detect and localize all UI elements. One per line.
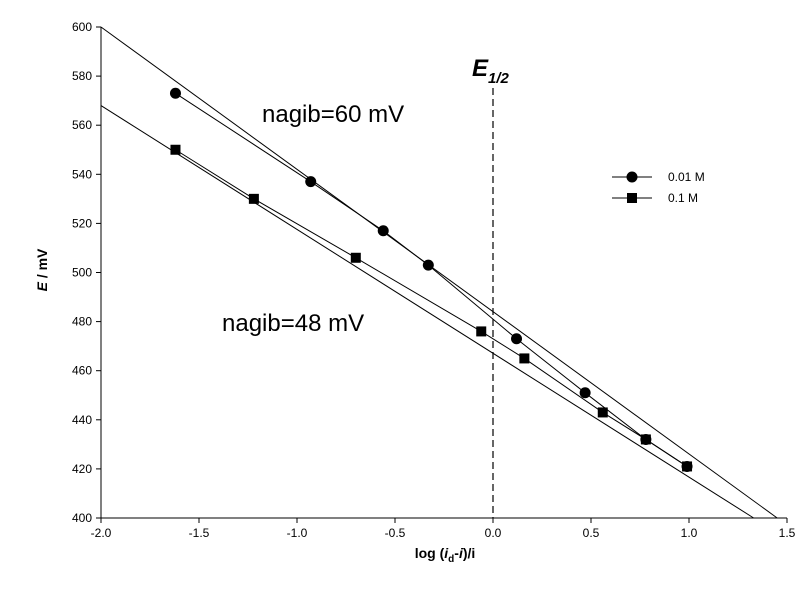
y-tick-label: 460 xyxy=(72,364,92,378)
legend-label-1: 0.01 M xyxy=(668,170,705,184)
plot-axes: 400 420 440 460 480 500 520 540 560 580 600 -2.0 -1.… xyxy=(72,20,796,540)
y-tick-label: 480 xyxy=(72,315,92,329)
legend: 0.01 M 0.1 M xyxy=(612,170,705,205)
fit-line-2 xyxy=(100,105,754,519)
data-point-series-2 xyxy=(350,252,361,263)
y-tick-label: 600 xyxy=(72,20,92,34)
data-point-series-2 xyxy=(248,193,259,204)
x-tick-label: 1.5 xyxy=(779,526,796,540)
series-line-2 xyxy=(175,149,688,467)
data-point-series-2 xyxy=(640,434,651,445)
x-tick-label: -2.0 xyxy=(91,526,112,540)
series-line-1 xyxy=(175,92,688,467)
data-point-series-1 xyxy=(305,176,317,188)
y-tick-label: 520 xyxy=(72,216,92,230)
y-tick-label: 400 xyxy=(72,511,92,525)
e-half-label: E1/2 xyxy=(472,55,510,87)
data-point-series-1 xyxy=(169,87,181,99)
annotation-slope-48: nagib=48 mV xyxy=(222,310,364,337)
x-tick-label: -1.0 xyxy=(287,526,308,540)
legend-marker-1 xyxy=(626,171,638,183)
data-point-series-1 xyxy=(511,333,523,345)
legend-label-2: 0.1 M xyxy=(668,191,698,205)
annotation-slope-60: nagib=60 mV xyxy=(262,101,404,128)
data-point-series-2 xyxy=(682,461,693,472)
data-point-series-1 xyxy=(377,225,389,237)
fit-line-1 xyxy=(100,26,778,519)
y-tick-label: 540 xyxy=(72,167,92,181)
y-tick-label: 500 xyxy=(72,266,92,280)
x-tick-label: 0.5 xyxy=(583,526,600,540)
x-tick-label: 1.0 xyxy=(681,526,698,540)
data-point-series-1 xyxy=(422,259,434,271)
fit-lines xyxy=(100,26,778,519)
data-point-series-2 xyxy=(597,407,608,418)
y-axis-title: E / mV xyxy=(34,248,50,291)
data-points xyxy=(169,87,693,472)
data-point-series-2 xyxy=(170,144,181,155)
data-point-series-2 xyxy=(519,353,530,364)
data-point-series-1 xyxy=(579,387,591,399)
y-tick-label: 560 xyxy=(72,118,92,132)
legend-marker-2 xyxy=(627,193,637,203)
data-point-series-2 xyxy=(476,326,487,337)
x-tick-label: -1.5 xyxy=(189,526,210,540)
x-axis-title: log (id-i)/i xyxy=(415,545,476,565)
x-tick-label: -0.5 xyxy=(385,526,406,540)
y-tick-label: 420 xyxy=(72,462,92,476)
y-tick-label: 580 xyxy=(72,69,92,83)
x-tick-label: 0.0 xyxy=(485,526,502,540)
y-tick-label: 440 xyxy=(72,413,92,427)
